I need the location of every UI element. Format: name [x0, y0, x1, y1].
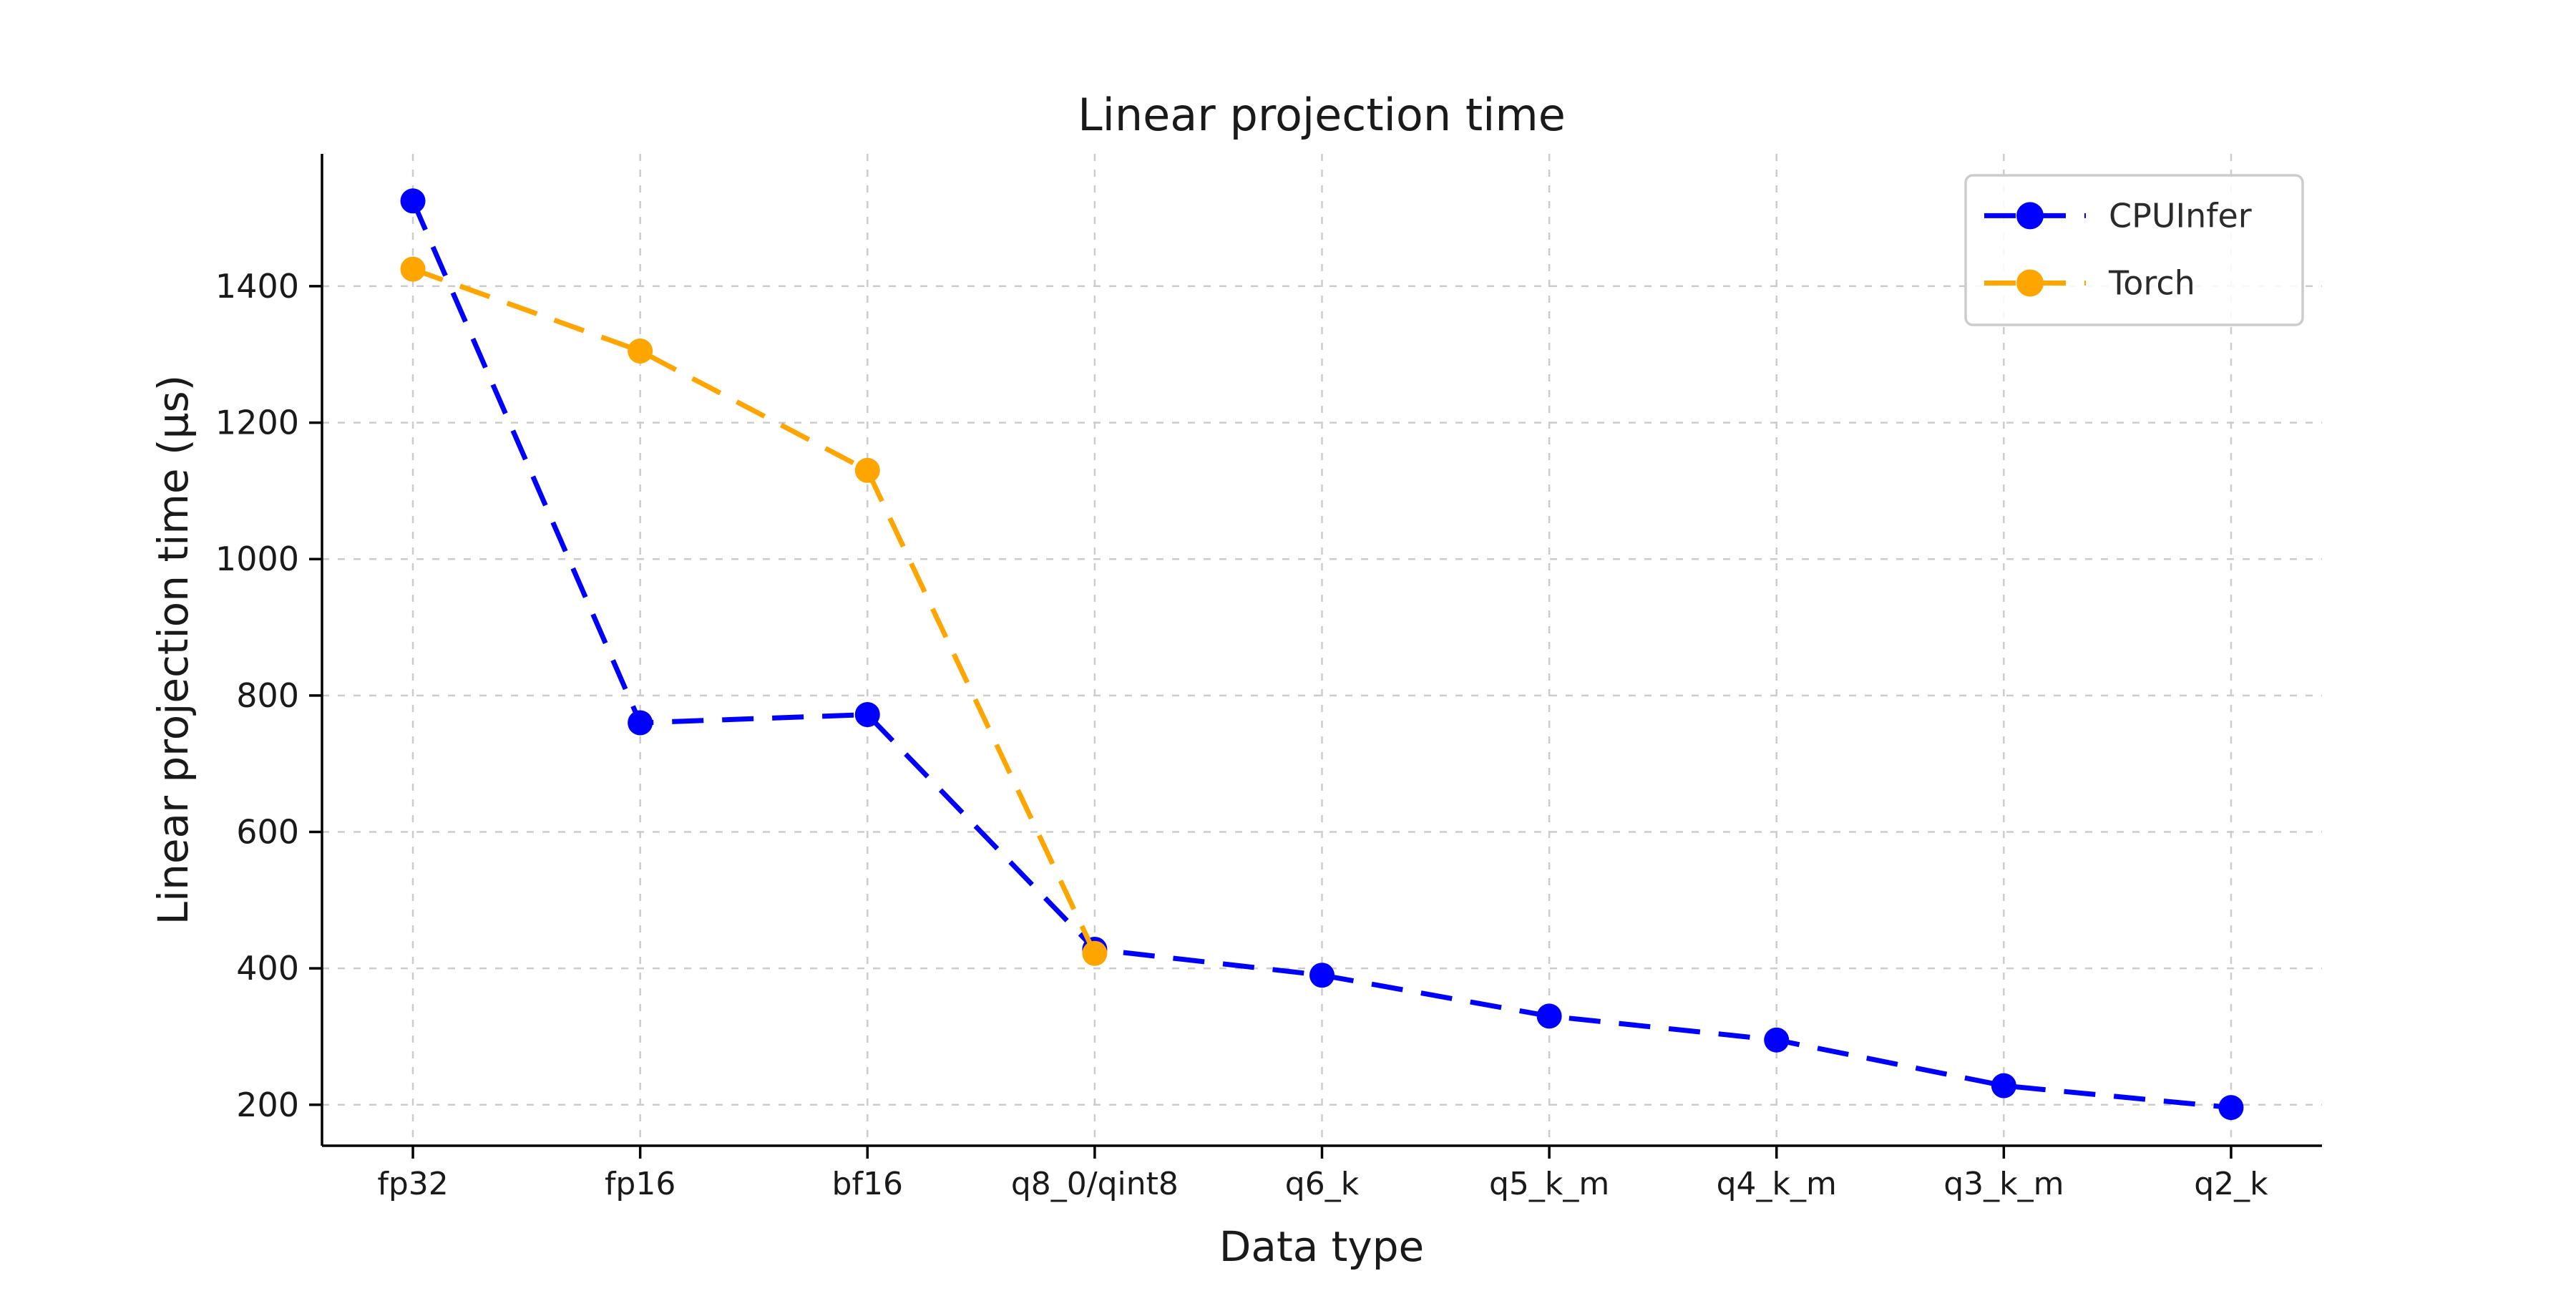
x-tick-label: q2_k: [2194, 1166, 2268, 1202]
y-tick-label: 1400: [215, 267, 299, 306]
x-tick-label: q6_k: [1285, 1166, 1360, 1202]
x-tick-label: q5_k_m: [1489, 1166, 1609, 1202]
legend-box: [1964, 174, 2304, 326]
legend-sample-marker: [2016, 269, 2044, 297]
y-tick-label: 1200: [215, 404, 299, 442]
grid-layer: [322, 154, 2322, 1146]
x-tick-label: q4_k_m: [1717, 1166, 1837, 1202]
chart-title: Linear projection time: [1078, 89, 1566, 141]
data-point-marker-CPUInfer: [1764, 1027, 1790, 1053]
data-point-marker-Torch: [628, 338, 653, 364]
y-tick-label: 400: [236, 949, 299, 988]
legend-label-CPUInfer: CPUInfer: [2109, 196, 2252, 235]
x-tick-label: fp32: [377, 1166, 448, 1202]
data-point-marker-Torch: [1082, 940, 1108, 966]
data-point-marker-CPUInfer: [2218, 1095, 2244, 1121]
data-point-marker-CPUInfer: [1991, 1073, 2016, 1098]
data-point-marker-Torch: [854, 457, 880, 483]
data-point-marker-CPUInfer: [854, 702, 880, 728]
data-point-marker-CPUInfer: [400, 188, 426, 214]
series-line-CPUInfer: [410, 200, 2232, 1111]
x-tick-label: bf16: [832, 1166, 903, 1202]
y-tick-label: 800: [236, 676, 299, 715]
legend-label-Torch: Torch: [2108, 263, 2195, 302]
y-axis-label: Linear projection time (μs): [149, 375, 197, 925]
series-layer: [400, 188, 2244, 1121]
tick-layer: 200 400 600 800 1000 1200 1400 fp32 fp16 bf16 q8_0…: [215, 267, 2268, 1202]
x-tick-label: fp16: [605, 1166, 675, 1202]
data-point-marker-Torch: [400, 256, 426, 282]
data-point-marker-CPUInfer: [1309, 963, 1335, 988]
y-tick-label: 1000: [215, 540, 299, 578]
y-tick-label: 600: [236, 813, 299, 852]
series-line-Torch: [411, 266, 1098, 955]
x-tick-label: q8_0/qint8: [1011, 1166, 1179, 1202]
data-point-marker-CPUInfer: [1536, 1003, 1562, 1029]
data-point-marker-CPUInfer: [628, 710, 653, 736]
x-axis-label: Data type: [1219, 1222, 1425, 1271]
legend: CPUInfer Torch: [1964, 174, 2304, 326]
legend-sample-marker: [2016, 202, 2044, 230]
y-tick-label: 200: [236, 1086, 299, 1124]
x-tick-label: q3_k_m: [1943, 1166, 2064, 1202]
